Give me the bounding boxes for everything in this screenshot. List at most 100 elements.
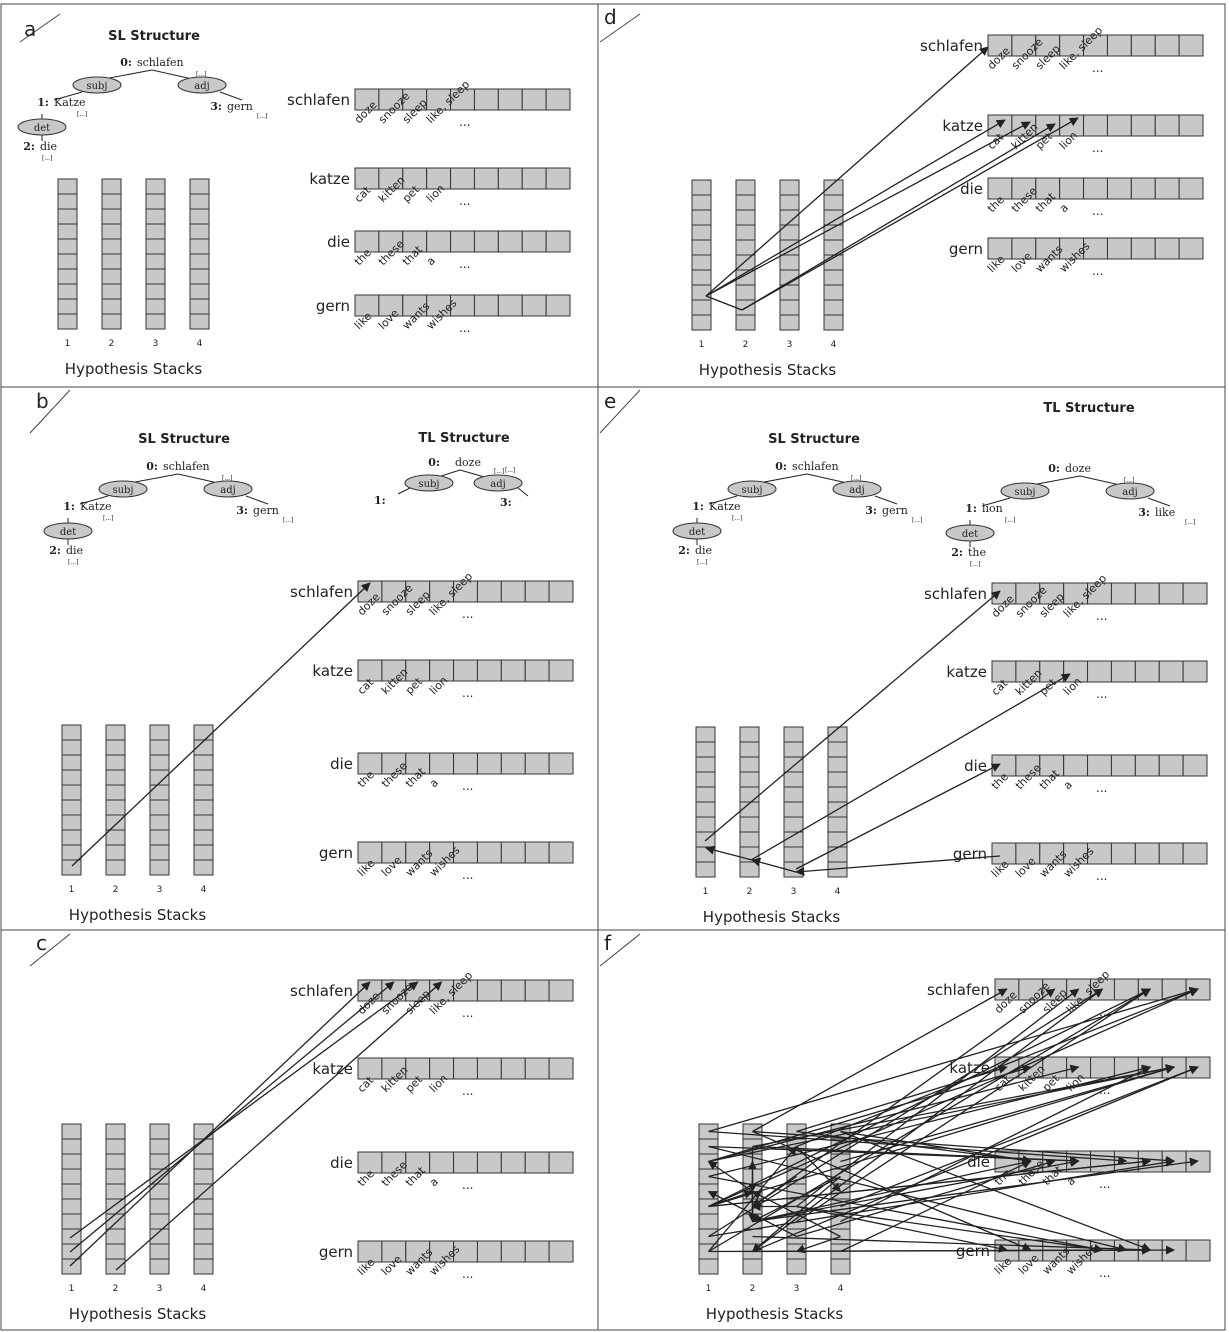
more-options-ellipsis: ... <box>462 1267 473 1281</box>
node-1-word: Katze <box>709 500 741 513</box>
hypothesis-arrow <box>751 857 797 873</box>
option-cell <box>521 230 547 253</box>
stack-cell <box>189 268 210 285</box>
more-options-ellipsis: ... <box>459 321 470 335</box>
stack-number-1: 1 <box>699 340 705 350</box>
stack-cell <box>193 1153 214 1170</box>
hypothesis-arrow <box>752 1130 1176 1165</box>
option-cell <box>1158 660 1184 683</box>
stack-cell <box>149 754 170 771</box>
stack-cell <box>823 269 844 286</box>
stack-cell <box>193 859 214 876</box>
option-cell <box>1182 842 1208 865</box>
stack-cell <box>145 208 166 225</box>
stack-cell <box>61 784 82 801</box>
hypothesis-arrow <box>705 845 753 861</box>
option-cell <box>1083 177 1108 200</box>
hypothesis-arrow <box>708 988 1199 1208</box>
hypothesis-stack-3: 3 <box>779 179 800 350</box>
stack-cell <box>739 786 760 803</box>
stack-cell <box>105 859 126 876</box>
option-cell <box>1130 237 1156 260</box>
hypothesis-arrow <box>752 1235 1152 1255</box>
hypothesis-stacks-caption-b: Hypothesis Stacks <box>69 906 207 924</box>
option-cell <box>1090 1150 1115 1173</box>
node-2-index: 2: <box>678 544 690 557</box>
stack-cell <box>735 284 756 301</box>
hypothesis-arrow <box>71 582 371 867</box>
hypothesis-arrow <box>705 119 1006 297</box>
stack-cell <box>691 299 712 316</box>
root-index: 0: <box>775 460 787 473</box>
sl-structure-title-e: SL Structure <box>768 432 860 447</box>
hypothesis-arrows <box>69 46 1199 1271</box>
option-cell <box>450 230 475 253</box>
stack-cell <box>61 1258 82 1275</box>
stack-cell <box>145 253 166 270</box>
hypothesis-arrow <box>752 988 1008 1133</box>
stack-cell <box>193 1258 214 1275</box>
option-cell <box>476 979 502 1002</box>
sl-tree-panel-b: 0: schlafen [...] subj adj 1: Katze [...] 3: gern… <box>43 460 293 566</box>
sl-structure-title-b: SL Structure <box>138 432 230 447</box>
option-cell <box>524 1240 550 1263</box>
node-3-index: 3: <box>500 496 512 509</box>
option-cell <box>453 752 478 775</box>
option-cell <box>1178 237 1204 260</box>
stack-cell <box>193 1168 214 1185</box>
option-cell <box>521 167 547 190</box>
stack-cell <box>105 844 126 861</box>
option-cell <box>548 1057 574 1080</box>
source-word-schlafen: schlafen <box>924 585 987 603</box>
stack-cell <box>105 1138 126 1155</box>
stack-cell <box>193 814 214 831</box>
option-cell <box>1154 34 1180 57</box>
option-cell <box>497 294 523 317</box>
source-word-schlafen: schlafen <box>287 91 350 109</box>
source-word-die: die <box>330 755 353 773</box>
elided-marker: [...] <box>77 111 87 118</box>
stack-cell <box>61 1213 82 1230</box>
source-word-die: die <box>330 1154 353 1172</box>
source-word-katze: katze <box>946 663 987 681</box>
stack-cell <box>145 283 166 300</box>
stack-cell <box>827 756 848 773</box>
elided-marker: [...] <box>68 559 78 566</box>
stack-cell <box>823 284 844 301</box>
hypothesis-stacks-caption-d: Hypothesis Stacks <box>699 361 837 379</box>
option-cell <box>500 659 526 682</box>
stack-cell <box>57 178 78 195</box>
option-cell <box>1130 34 1156 57</box>
option-cell <box>1158 842 1184 865</box>
stack-cell <box>149 1258 170 1275</box>
source-word-die: die <box>327 233 350 251</box>
stack-cell <box>193 1123 214 1140</box>
stack-cell <box>57 208 78 225</box>
option-cell <box>429 1151 455 1174</box>
stack-cell <box>105 1168 126 1185</box>
option-cell <box>548 752 574 775</box>
stack-cell <box>149 1138 170 1155</box>
more-options-ellipsis: ... <box>1096 687 1107 701</box>
hypothesis-stack-4: 4 <box>193 1123 214 1294</box>
stack-number-2: 2 <box>743 340 749 350</box>
stack-cell <box>149 784 170 801</box>
stack-cell <box>783 726 804 743</box>
det-ellipse: det <box>945 524 995 542</box>
option-cell <box>497 230 523 253</box>
stack-cell <box>193 1228 214 1245</box>
more-options-ellipsis: ... <box>462 868 473 882</box>
option-cell <box>1110 582 1136 605</box>
stack-cell <box>779 314 800 331</box>
source-word-gern: gern <box>319 844 353 862</box>
source-word-die: die <box>960 180 983 198</box>
option-cell <box>473 88 499 111</box>
stack-cell <box>193 829 214 846</box>
